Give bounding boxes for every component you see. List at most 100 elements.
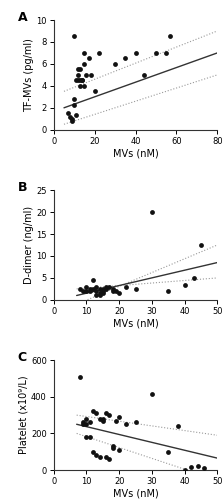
Point — [114, 416, 118, 424]
Y-axis label: D-dimer (ng/ml): D-dimer (ng/ml) — [24, 206, 34, 284]
Point — [98, 285, 101, 293]
Point — [74, 76, 78, 84]
Point — [88, 287, 92, 295]
Point — [66, 110, 70, 118]
Point — [81, 287, 85, 295]
Point — [68, 112, 72, 120]
Point — [183, 280, 186, 288]
Point — [81, 76, 84, 84]
Point — [166, 287, 170, 295]
Point — [176, 422, 180, 430]
Point — [72, 100, 76, 108]
Point — [104, 453, 108, 461]
Point — [88, 418, 92, 426]
Point — [72, 32, 76, 40]
Point — [88, 433, 92, 441]
Point — [104, 282, 108, 290]
Text: C: C — [18, 352, 27, 364]
Point — [85, 415, 88, 423]
Point — [154, 49, 158, 57]
Text: B: B — [18, 182, 27, 194]
Point — [70, 117, 74, 125]
Point — [196, 462, 199, 470]
Y-axis label: TF-MVs (pg/ml): TF-MVs (pg/ml) — [24, 38, 34, 112]
Point — [98, 453, 101, 461]
Point — [101, 416, 105, 424]
Point — [142, 71, 146, 79]
Point — [85, 420, 88, 428]
Point — [108, 282, 111, 290]
Point — [91, 285, 95, 293]
Point — [93, 88, 97, 96]
Point — [77, 66, 80, 74]
Point — [108, 455, 111, 463]
X-axis label: MVs (nM): MVs (nM) — [113, 488, 158, 498]
X-axis label: MVs (nM): MVs (nM) — [113, 318, 158, 328]
Point — [72, 95, 76, 103]
Point — [199, 241, 203, 249]
Point — [78, 372, 82, 380]
Point — [189, 464, 193, 471]
Point — [104, 285, 108, 293]
Point — [83, 60, 86, 68]
Point — [98, 290, 101, 298]
Point — [101, 287, 105, 295]
Point — [98, 292, 101, 300]
Point — [95, 452, 98, 460]
Point — [77, 71, 80, 79]
Point — [124, 282, 127, 290]
Point — [114, 287, 118, 295]
Point — [101, 290, 105, 298]
Point — [98, 415, 101, 423]
Point — [168, 32, 172, 40]
Point — [91, 276, 95, 284]
Point — [70, 115, 74, 123]
Point — [78, 285, 82, 293]
Point — [150, 390, 154, 398]
Point — [91, 408, 95, 416]
Point — [150, 208, 154, 216]
Point — [95, 410, 98, 418]
Point — [95, 292, 98, 300]
Point — [85, 71, 88, 79]
Point — [77, 76, 80, 84]
Point — [85, 287, 88, 295]
Point — [79, 76, 82, 84]
Point — [117, 290, 121, 298]
Point — [81, 420, 85, 428]
Point — [104, 410, 108, 418]
Point — [79, 82, 82, 90]
Point — [81, 76, 84, 84]
Point — [85, 433, 88, 441]
Point — [111, 285, 114, 293]
Point — [111, 442, 114, 450]
Point — [134, 285, 137, 293]
Point — [123, 54, 127, 62]
Point — [183, 466, 186, 474]
Point — [95, 282, 98, 290]
Point — [124, 420, 127, 428]
Point — [134, 49, 137, 57]
Point — [164, 49, 168, 57]
Point — [101, 415, 105, 423]
Point — [134, 418, 137, 426]
X-axis label: MVs (nM): MVs (nM) — [113, 148, 158, 158]
Point — [83, 49, 86, 57]
Point — [108, 411, 111, 419]
Point — [113, 60, 117, 68]
Point — [81, 418, 85, 426]
Y-axis label: Platelet (x10⁹/L): Platelet (x10⁹/L) — [18, 376, 28, 454]
Point — [111, 287, 114, 295]
Point — [89, 71, 92, 79]
Point — [91, 448, 95, 456]
Point — [193, 274, 196, 282]
Point — [88, 285, 92, 293]
Point — [74, 112, 78, 120]
Point — [85, 282, 88, 290]
Point — [166, 448, 170, 456]
Point — [117, 413, 121, 421]
Point — [101, 285, 105, 293]
Point — [111, 444, 114, 452]
Point — [117, 446, 121, 454]
Text: A: A — [18, 11, 27, 24]
